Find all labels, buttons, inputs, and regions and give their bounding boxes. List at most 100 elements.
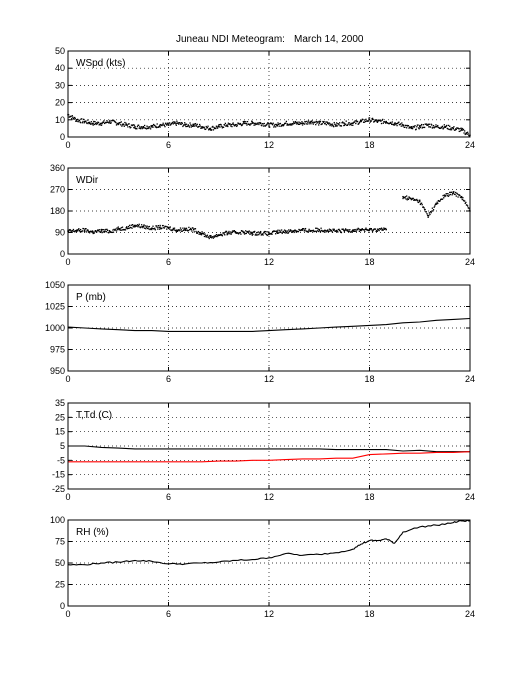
wdir-point: [432, 209, 435, 211]
wspd-point: [190, 124, 192, 126]
wspd-point: [401, 122, 403, 124]
wspd-point: [152, 126, 154, 128]
wspd-point: [277, 123, 280, 126]
wspd-sample: [75, 119, 78, 121]
rh-x-tick-label: 24: [465, 609, 475, 619]
wspd-point: [420, 125, 422, 127]
wdir-point: [154, 229, 157, 231]
wspd-point: [322, 121, 325, 124]
wdir-point: [75, 231, 78, 233]
wspd-point: [307, 120, 310, 122]
wspd-point: [359, 121, 361, 123]
wspd-sample: [368, 119, 371, 121]
wspd-point: [325, 124, 328, 126]
wspd-point: [307, 121, 309, 124]
wspd-point: [363, 121, 365, 124]
wspd-point: [208, 127, 210, 130]
wspd-point: [335, 122, 338, 124]
rh-series-line: [67, 519, 471, 566]
wdir-point: [85, 231, 88, 233]
wspd-point: [380, 120, 382, 122]
panel-rh: 0 6 12 18 24 0 25 50 75 100 RH (%): [50, 515, 475, 619]
wdir-point: [405, 198, 407, 200]
wspd-sample: [159, 124, 161, 126]
wdir-point: [190, 227, 192, 230]
wdir-point: [127, 225, 130, 228]
wspd-point: [298, 123, 301, 125]
wdir-point: [133, 226, 135, 228]
wdir-point: [416, 198, 418, 201]
wdir-point: [264, 230, 266, 233]
wdir-point: [468, 207, 470, 209]
wspd-y-tick-label: 20: [55, 98, 65, 108]
wspd-point: [286, 123, 289, 125]
wdir-point: [117, 228, 119, 231]
wdir-point: [295, 231, 297, 233]
wspd-sample: [226, 124, 228, 126]
wdir-point: [85, 228, 87, 230]
wspd-point: [291, 124, 293, 126]
wspd-point: [115, 121, 117, 124]
wspd-point: [222, 126, 225, 128]
wspd-point: [194, 122, 197, 125]
wdir-sample: [117, 228, 119, 230]
wspd-point: [342, 122, 344, 124]
wdir-point: [140, 226, 142, 228]
wdir-point: [81, 230, 84, 232]
wdir-sample: [335, 230, 337, 233]
wdir-point: [210, 237, 213, 239]
wdir-sample: [243, 231, 245, 233]
wdir-point: [378, 229, 380, 232]
wspd-sample: [452, 127, 454, 130]
wspd-sample: [410, 127, 413, 130]
wspd-point: [309, 121, 311, 124]
wdir-point: [151, 228, 153, 231]
wspd-point: [182, 125, 184, 128]
wdir-point: [426, 213, 428, 215]
wspd-point: [355, 122, 357, 125]
wspd-sample: [84, 120, 86, 123]
wspd-point: [370, 120, 372, 122]
wdir-point: [206, 234, 209, 236]
wspd-point: [295, 123, 298, 125]
wspd-point: [417, 127, 420, 129]
wspd-point: [230, 125, 232, 127]
wdir-point: [288, 229, 290, 231]
wdir-point: [447, 193, 449, 195]
wspd-point: [374, 120, 377, 122]
temp-dewpoint-axes-box: [67, 402, 471, 490]
wspd-point: [109, 119, 111, 122]
wspd-point: [181, 121, 183, 124]
wspd-sample: [268, 124, 270, 126]
wspd-point: [373, 120, 375, 123]
wdir-point: [120, 227, 122, 229]
wspd-point: [445, 125, 447, 127]
wspd-point: [368, 117, 371, 119]
wdir-point: [114, 229, 116, 231]
wdir-point: [368, 228, 371, 230]
wdir-point: [131, 227, 133, 229]
wspd-point: [398, 121, 400, 123]
wdir-point: [179, 230, 181, 232]
wspd-point: [137, 124, 140, 126]
wspd-point: [278, 125, 280, 127]
wdir-point: [254, 230, 256, 233]
wspd-point: [145, 127, 147, 129]
wdir-point: [457, 196, 459, 198]
wdir-point: [252, 233, 254, 236]
wspd-point: [466, 133, 468, 135]
wdir-point: [253, 231, 255, 234]
wdir-point: [205, 236, 207, 238]
wdir-sample: [259, 232, 262, 234]
wdir-point: [461, 198, 463, 201]
wspd-sample: [427, 124, 429, 126]
wdir-point: [96, 231, 98, 233]
wdir-point: [155, 225, 158, 227]
wspd-point: [242, 123, 244, 125]
wspd-point: [115, 124, 118, 126]
temp-dewpoint-y-tick-label: -25: [52, 484, 65, 494]
wdir-point: [434, 205, 436, 207]
panel-wdir: 0 6 12 18 24 0 90 180 270 360 WDir: [50, 163, 475, 267]
wspd-point: [467, 133, 469, 135]
wspd-point: [312, 123, 314, 125]
